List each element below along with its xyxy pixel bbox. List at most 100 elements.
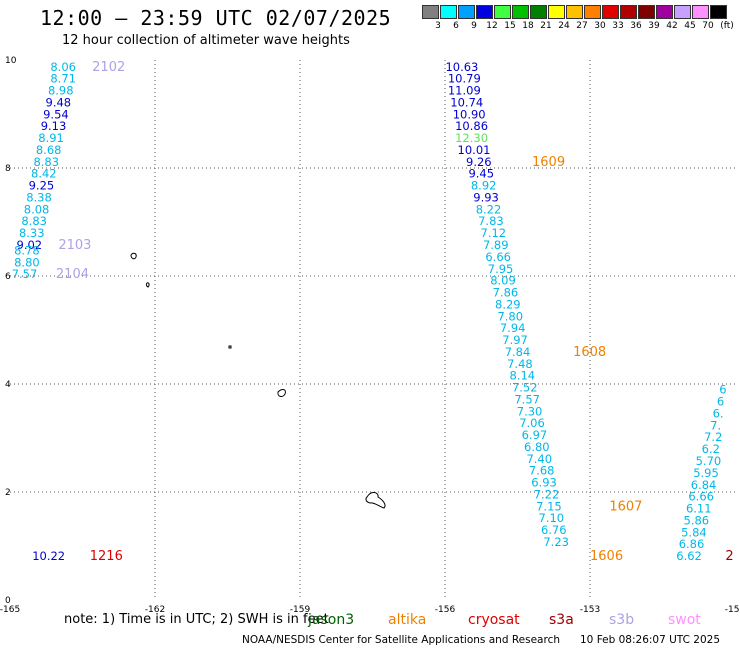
wave-height-value: 10.86: [455, 119, 488, 133]
legend-label: 15: [504, 21, 516, 31]
legend-label: 18: [522, 21, 534, 31]
wave-height-value: 7.94: [500, 321, 526, 335]
satellite-pass-label: 2: [725, 549, 733, 564]
wave-height-value: 7.68: [529, 464, 555, 478]
satellite-pass-label: 1608: [573, 345, 606, 360]
wave-height-value: 10.63: [445, 60, 478, 74]
legend-swatch: [512, 5, 529, 19]
legend-label: 36: [630, 21, 642, 31]
legend-swatch: [548, 5, 565, 19]
lat-tick-label: 10: [5, 56, 17, 66]
wave-height-value: 5.70: [696, 454, 722, 468]
wave-height-value: 7.22: [534, 487, 560, 501]
wave-height-value: 6.84: [691, 478, 717, 492]
wave-height-value: 6.93: [531, 476, 557, 490]
legend-swatch: [476, 5, 493, 19]
wave-height-value: 7.2: [704, 430, 722, 444]
lon-tick-label: -150: [725, 605, 740, 615]
legend-swatch: [440, 5, 457, 19]
legend-label: 24: [558, 21, 570, 31]
legend-label: 70: [702, 21, 714, 31]
wave-height-value: 8.29: [495, 297, 521, 311]
island-outline: [130, 252, 137, 260]
footer-note: note: 1) Time is in UTC; 2) SWH is in fe…: [64, 612, 329, 627]
legend-label: 21: [540, 21, 552, 31]
axis-tick-labels: -165 -162 -159 -156 -153 -150 0 2 4 6 8 10: [0, 56, 740, 615]
wave-height-value: 7.40: [526, 452, 552, 466]
wave-height-value: 7.23: [543, 535, 569, 549]
lon-tick-label: -156: [435, 605, 456, 615]
wave-height-value: 6.2: [702, 442, 720, 456]
wave-height-value: 8.92: [471, 179, 497, 193]
wave-height-value: 7.48: [507, 357, 533, 371]
wave-height-value: 9.93: [473, 190, 499, 204]
wave-height-value: 7.12: [481, 226, 507, 240]
wave-height-value: 7.86: [493, 286, 519, 300]
wave-height-value: 6.97: [522, 428, 548, 442]
wave-height-value: 7.57: [12, 267, 38, 281]
legend-swatch: [494, 5, 511, 19]
wave-height-value: 7.57: [514, 392, 540, 406]
satellite-name-s3b: s3b: [609, 612, 635, 628]
legend-swatch: [422, 5, 439, 19]
wave-height-value: 9.48: [46, 95, 72, 109]
wave-height-value: 8.33: [19, 226, 45, 240]
satellite-pass-label: 2103: [58, 238, 91, 253]
wave-height-value: 7.95: [488, 262, 514, 276]
wave-height-value: 6: [719, 383, 726, 397]
legend-swatch: [620, 5, 637, 19]
legend-swatch: [656, 5, 673, 19]
wave-height-value: 8.08: [24, 202, 50, 216]
island-outline: [228, 345, 232, 349]
legend-label: 30: [594, 21, 606, 31]
satellite-name-altika: altika: [388, 612, 427, 628]
lon-tick-label: -165: [0, 605, 20, 615]
wave-height-value: 10.22: [32, 549, 65, 563]
wave-height-value: 8.83: [33, 155, 59, 169]
credit-line: NOAA/NESDIS Center for Satellite Applica…: [242, 634, 560, 646]
wave-height-value: 6.76: [541, 523, 567, 537]
satellite-pass-label: 1609: [532, 155, 565, 170]
wave-height-value: 6: [717, 395, 724, 409]
wave-height-value: 7.15: [536, 499, 562, 513]
wave-height-value: 8.06: [50, 60, 76, 74]
wave-height-value: 8.38: [26, 190, 52, 204]
satellite-pass-label: 2102: [92, 60, 125, 75]
wave-height-value: 7.97: [502, 333, 528, 347]
legend-swatch: [638, 5, 655, 19]
legend-swatch: [566, 5, 583, 19]
legend-unit: (ft): [720, 21, 734, 31]
wave-height-value: 8.42: [31, 167, 57, 181]
satellite-pass-label: 2104: [56, 267, 89, 282]
legend-label: 42: [666, 21, 678, 31]
wave-height-value: 6.80: [524, 440, 550, 454]
wave-height-value: 10.90: [453, 107, 486, 121]
page-subtitle: 12 hour collection of altimeter wave hei…: [62, 33, 350, 48]
lon-tick-label: -153: [580, 605, 600, 615]
legend-swatch: [710, 5, 727, 19]
wave-height-value: 9.26: [466, 155, 492, 169]
wave-height-value: 7.83: [478, 214, 504, 228]
legend-swatch: [602, 5, 619, 19]
wave-height-value: 8.14: [510, 369, 536, 383]
page-title: 12:00 – 23:59 UTC 02/07/2025: [40, 6, 392, 30]
lon-tick-label: -162: [145, 605, 165, 615]
wave-height-value: 10.74: [450, 95, 483, 109]
wave-height-value: 6.: [713, 406, 724, 420]
wave-height-value: 7.10: [539, 511, 565, 525]
island-outline: [365, 492, 386, 509]
lat-tick-label: 4: [5, 380, 11, 390]
wave-height-value: 9.13: [41, 119, 67, 133]
satellite-name-jason3: jason3: [308, 612, 355, 628]
satellite-name-cryosat: cryosat: [468, 612, 520, 628]
wave-height-value: 12.30: [455, 131, 488, 145]
wave-height-value: 7.80: [497, 309, 523, 323]
legend-label: 45: [684, 21, 696, 31]
wave-height-value: 8.91: [38, 131, 64, 145]
wave-height-value: 7.30: [517, 404, 543, 418]
wave-height-value: 6.11: [686, 502, 712, 516]
wave-height-value: 5.84: [681, 525, 707, 539]
wave-height-value: 11.09: [448, 84, 481, 98]
wave-height-value: 8.09: [490, 274, 516, 288]
wave-height-value: 9.02: [17, 238, 43, 252]
